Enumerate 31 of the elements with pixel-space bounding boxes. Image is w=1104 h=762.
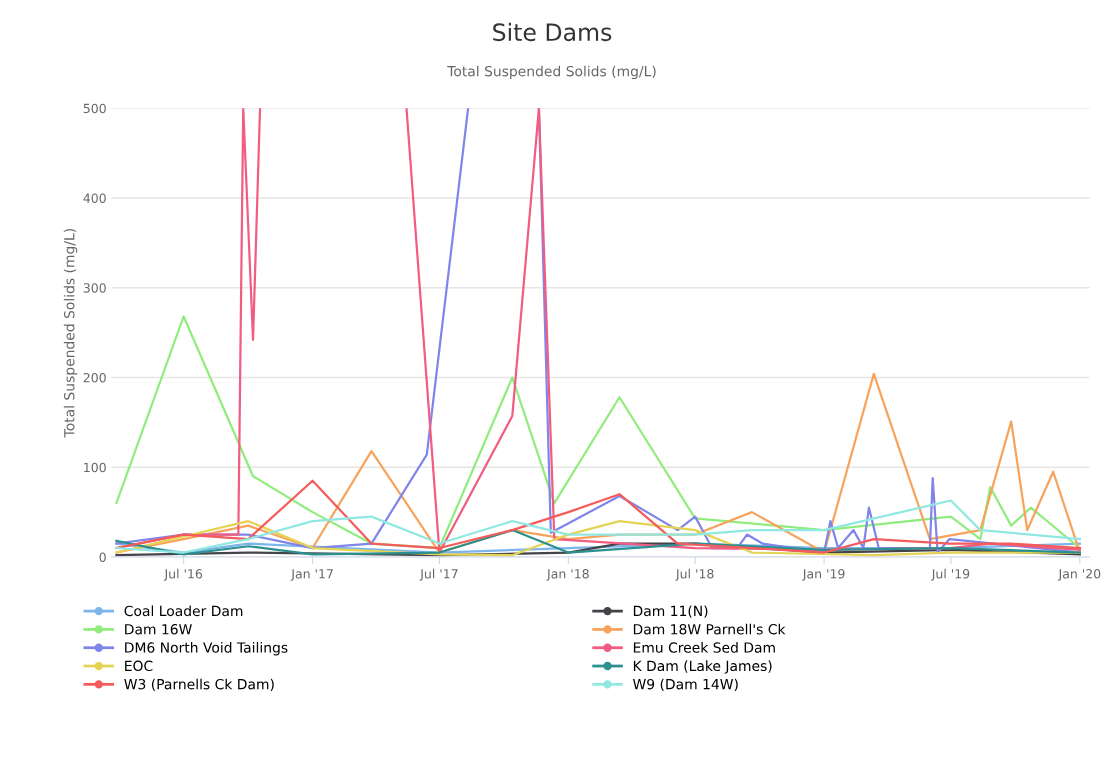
x-tick-label: Jul '19	[931, 568, 970, 581]
legend-label: K Dam (Lake James)	[633, 660, 772, 674]
line-series	[115, 479, 1081, 554]
x-tick-label: Jan '20	[1057, 569, 1101, 581]
legend-label: EOC	[125, 660, 153, 672]
legend-label: W3 (Parnells Ck Dam)	[124, 678, 274, 692]
y-tick-label: 300	[83, 283, 106, 293]
line-series	[115, 315, 1081, 550]
legend-label: DM6 North Void Tailings	[125, 642, 288, 656]
line-series	[115, 528, 1081, 556]
x-tick-label: Jan '18	[546, 569, 589, 581]
legend-label: Dam 11(N)	[633, 605, 708, 618]
legend-label: Coal Loader Dam	[124, 605, 243, 617]
x-tick-label: Jan '17	[290, 569, 333, 581]
x-tick-label: Jan '19	[802, 569, 845, 581]
x-tick-label: Jul '16	[163, 568, 203, 581]
legend-label: Dam 16W	[125, 623, 192, 635]
x-tick-label: Jul '17	[419, 568, 458, 581]
legend-label: Dam 18W Parnell's Ck	[633, 623, 786, 635]
y-tick-label: 0	[99, 552, 106, 562]
y-tick-label: 100	[84, 462, 106, 473]
x-tick-label: Jul '18	[675, 568, 714, 581]
legend-label: W9 (Dam 14W)	[633, 678, 738, 692]
y-axis-title: Total Suspended Solids (mg/L)	[63, 229, 78, 438]
line-series	[115, 499, 1081, 554]
y-tick-label: 400	[83, 193, 106, 203]
y-tick-label: 500	[83, 103, 106, 114]
y-tick-label: 200	[83, 372, 106, 383]
chart-title: Site Dams	[493, 22, 612, 42]
chart-subtitle: Total Suspended Solids (mg/L)	[447, 65, 656, 80]
legend-label: Emu Creek Sed Dam	[633, 642, 775, 653]
